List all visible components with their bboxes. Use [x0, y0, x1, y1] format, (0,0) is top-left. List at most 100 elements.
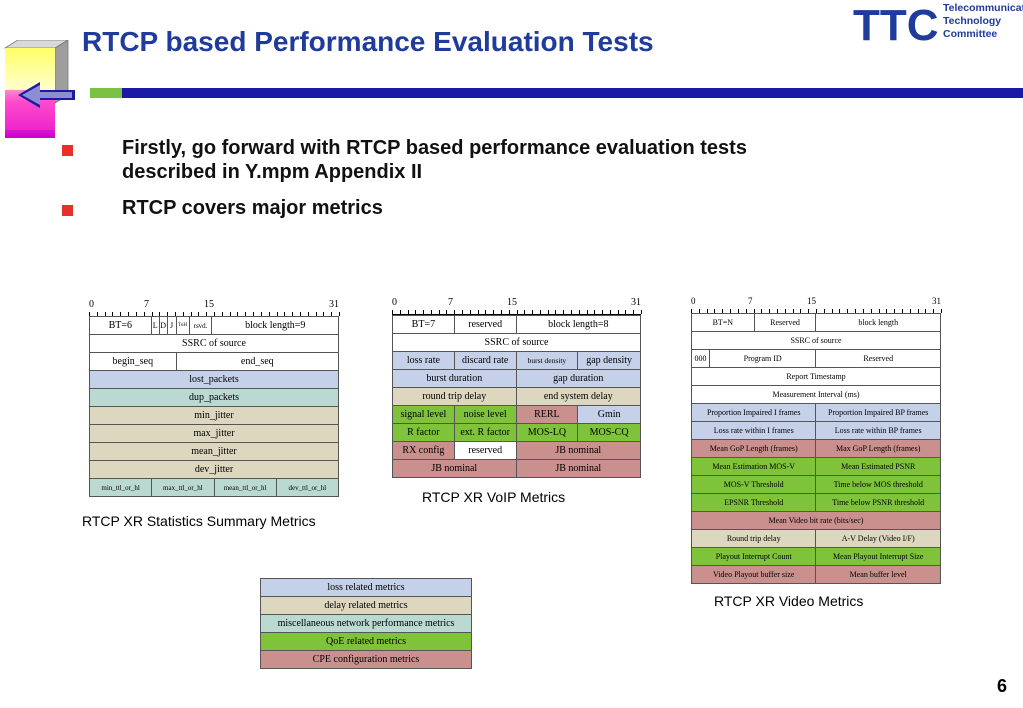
stats-begin-seq: begin_seq: [89, 352, 177, 371]
ruler-tick: [174, 312, 176, 316]
ruler-tick: [816, 309, 817, 313]
ruler-tick: [925, 309, 927, 313]
stats-rsvd: rsvd.: [188, 316, 213, 335]
video-prop-impaired-bp: Proportion Impaired BP frames: [815, 403, 941, 422]
logo-line-2: Technology: [943, 15, 1002, 27]
ruler-tick: [578, 310, 580, 314]
ruler-tick: [104, 312, 106, 316]
ruler-tick: [315, 312, 317, 316]
video-loss-rate-bp: Loss rate within BP frames: [815, 421, 941, 440]
ruler-tick: [120, 312, 122, 316]
ruler-tick: [206, 312, 208, 316]
ruler-tick: [438, 310, 440, 314]
voip-ssrc: SSRC of source: [392, 333, 641, 352]
legend-qoe: QoE related metrics: [260, 632, 472, 651]
ruler-tick: [894, 309, 896, 313]
voip-bt: BT=7: [392, 315, 455, 334]
ruler-tick: [331, 312, 333, 316]
ruler-tick: [167, 312, 169, 316]
stats-block-length: block length=9: [211, 316, 339, 335]
page-number: 6: [996, 676, 1007, 696]
ruler-tick: [784, 309, 786, 313]
stats-end-seq: end_seq: [175, 352, 340, 371]
video-epsnr-threshold: EPSNR Threshold: [690, 493, 817, 512]
voip-round-trip-delay: round trip delay: [392, 387, 517, 406]
ruler-tick: [823, 309, 825, 313]
video-time-below-mos: Time below MOS threshold: [815, 475, 941, 494]
voip-end-system-delay: end system delay: [515, 387, 642, 406]
bullet-1-line-1: Firstly, go forward with RTCP based perf…: [122, 137, 747, 159]
ruler-tick: [151, 312, 153, 316]
ruler-tick: [159, 312, 161, 316]
voip-rerl: RERL: [515, 405, 579, 424]
stats-dev-jitter: dev_jitter: [89, 460, 339, 479]
ruler-label: 0: [691, 296, 696, 306]
video-caption: RTCP XR Video Metrics: [714, 593, 864, 609]
legend-loss: loss related metrics: [260, 578, 472, 597]
stats-flag-l: L: [150, 316, 160, 335]
bit-ruler-stats: 0 7 15 31: [89, 299, 340, 317]
stats-flag-j: J: [166, 316, 177, 335]
voip-jb-nominal-a: JB nominal: [515, 441, 642, 460]
bullet-text-1: Firstly, go forward with RTCP based perf…: [122, 136, 747, 184]
video-ssrc: SSRC of source: [691, 331, 941, 350]
voip-discard-rate: discard rate: [453, 351, 517, 370]
ruler-tick: [609, 310, 611, 314]
ruler-tick: [532, 310, 534, 314]
ruler-tick: [633, 310, 635, 314]
ruler-label: 31: [631, 297, 641, 308]
ruler-tick: [870, 309, 872, 313]
ruler-tick: [485, 310, 487, 314]
title-divider: [122, 88, 1023, 98]
ruler-tick: [909, 309, 911, 313]
ruler-tick: [753, 309, 755, 313]
ruler-tick: [730, 309, 732, 313]
video-prop-impaired-i: Proportion Impaired I frames: [690, 403, 817, 422]
ruler-tick: [570, 310, 572, 314]
ruler-tick: [135, 312, 137, 316]
ruler-tick: [691, 309, 692, 313]
ruler-tick: [769, 309, 771, 313]
bullet-text-2: RTCP covers major metrics: [122, 197, 383, 219]
voip-gap-duration: gap duration: [515, 369, 642, 388]
ruler-tick: [500, 310, 502, 314]
ruler-tick: [547, 310, 549, 314]
ruler-tick: [641, 310, 642, 314]
slide-title: RTCP based Performance Evaluation Tests: [82, 26, 654, 57]
video-program-id: Program ID: [708, 349, 817, 368]
voip-gap-density: gap density: [577, 351, 641, 370]
ruler-tick: [339, 312, 340, 316]
video-time-below-psnr: Time below PSNR threshold: [815, 493, 941, 512]
video-measurement-interval: Measurement Interval (ms): [691, 385, 941, 404]
voip-burst-density: burst density: [515, 351, 579, 370]
ruler-tick: [493, 310, 495, 314]
ruler-tick: [714, 309, 716, 313]
ruler-tick: [260, 312, 262, 316]
stats-dup-packets: dup_packets: [89, 388, 339, 407]
voip-block-length: block length=8: [515, 315, 642, 334]
ruler-tick: [555, 310, 557, 314]
ruler-tick: [862, 309, 864, 313]
voip-burst-duration: burst duration: [392, 369, 517, 388]
ruler-tick: [886, 309, 888, 313]
ruler-tick: [776, 309, 778, 313]
ruler-label: 0: [392, 297, 397, 308]
legend-misc: miscellaneous network performance metric…: [260, 614, 472, 633]
ruler-tick: [268, 312, 270, 316]
ruler-tick: [594, 310, 596, 314]
ruler-tick: [323, 312, 325, 316]
ruler-tick: [112, 312, 114, 316]
ruler-tick: [229, 312, 231, 316]
ttc-logo-mark: TTC: [853, 1, 939, 46]
bullet-1-line-2: described in Y.mpm Appendix II: [122, 161, 423, 183]
ruler-tick: [307, 312, 309, 316]
ruler-tick: [839, 309, 841, 313]
ruler-tick: [737, 309, 739, 313]
ruler-tick: [214, 312, 215, 316]
ruler-tick: [399, 310, 401, 314]
ruler-tick: [284, 312, 286, 316]
voip-signal-level: signal level: [392, 405, 455, 424]
voip-jb-nominal-b: JB nominal: [392, 459, 517, 478]
stats-min-jitter: min_jitter: [89, 406, 339, 425]
ruler-tick: [423, 310, 425, 314]
